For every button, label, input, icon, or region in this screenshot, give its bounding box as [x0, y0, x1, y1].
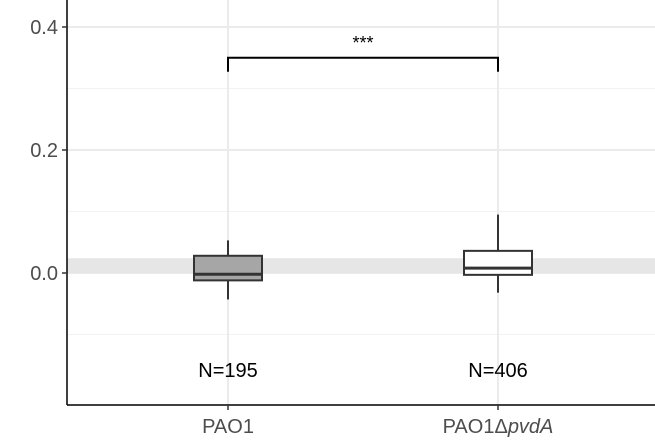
y-tick-label: 0.4: [30, 17, 58, 39]
box-iqr: [193, 254, 263, 282]
x-tick-label-main: PAO1: [202, 416, 254, 438]
x-ticks: PAO1 PAO1ΔpvdA: [202, 405, 553, 438]
x-tick-label: PAO1ΔpvdA: [443, 416, 554, 438]
panel-background: [67, 0, 655, 405]
x-tick-label-italic: pvdA: [507, 416, 554, 438]
plot-panel: N=195 N=406 ***: [67, 0, 655, 405]
box-iqr: [463, 249, 533, 276]
box-n-label: N=406: [468, 360, 528, 382]
significance-bracket-line: [227, 56, 499, 72]
y-ticks: 0.0 0.2 0.4: [30, 17, 67, 285]
box-series: N=195 N=406: [193, 214, 533, 382]
x-tick-label: PAO1: [202, 416, 254, 438]
box-1: N=195: [193, 240, 263, 382]
axes: 0.0 0.2 0.4 PAO1 PAO1ΔpvdA: [30, 0, 655, 438]
significance-bracket: ***: [227, 33, 499, 72]
box-2: N=406: [463, 214, 533, 382]
box-n-label: N=195: [198, 360, 258, 382]
y-tick-label: 0.2: [30, 140, 58, 162]
reference-band: [67, 258, 655, 273]
y-tick-label: 0.0: [30, 263, 58, 285]
significance-label: ***: [352, 33, 373, 53]
x-tick-label-main: PAO1Δ: [443, 416, 508, 438]
